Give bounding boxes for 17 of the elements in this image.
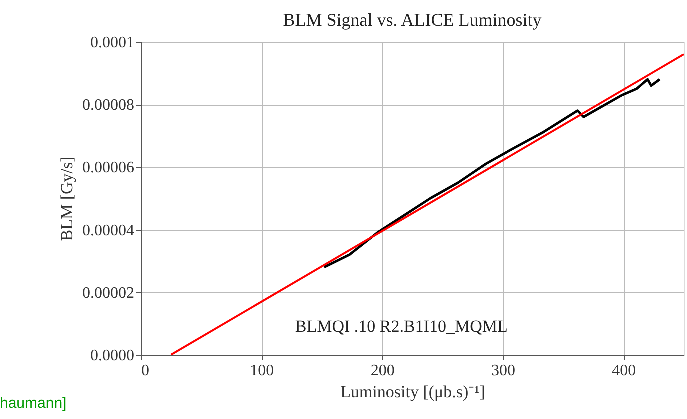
y-tick-label: 0.00008	[82, 97, 134, 114]
x-tick-label: 0	[142, 362, 150, 380]
x-tick-label: 200	[370, 362, 395, 380]
text: haumann]	[0, 395, 67, 412]
y-tick-label: 0.00004	[82, 222, 134, 240]
y-axis-title: BLM [Gy/s]	[58, 156, 76, 242]
chart-title: BLM Signal vs. ALICE Luminosity	[283, 10, 542, 30]
annotation: BLMQI .10 R2.B1I10_MQML	[295, 317, 508, 336]
y-tick-label: 0.0000	[90, 348, 134, 364]
line-series	[323, 78, 662, 269]
x-axis-title: Luminosity [(μb.s)⁻¹]	[340, 382, 486, 402]
x-tick-label: 300	[492, 362, 516, 380]
y-tick-label: 0.00006	[82, 160, 134, 177]
x-tick-label: 400	[612, 362, 636, 380]
x-tick-label: 100	[250, 362, 274, 380]
y-tick-label: 0.0001	[90, 34, 134, 52]
y-tick-label: 0.00002	[82, 284, 134, 302]
